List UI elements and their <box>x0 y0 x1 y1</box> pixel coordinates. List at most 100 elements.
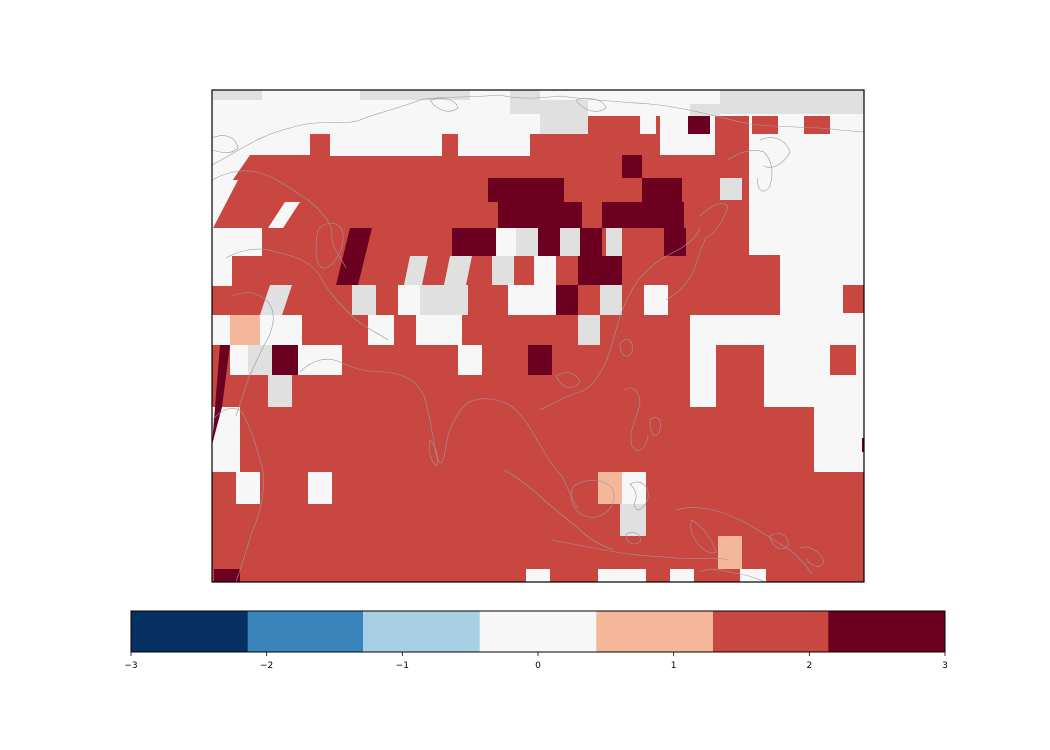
colorbar-bin-0 <box>131 611 249 652</box>
grid-cell <box>622 155 642 178</box>
grid-cell <box>212 155 232 180</box>
colorbar-bin-6 <box>828 611 946 652</box>
colorbar-bin-1 <box>247 611 364 652</box>
grid-cell <box>214 569 240 582</box>
grid-cell <box>212 90 262 100</box>
grid-cell <box>538 228 560 256</box>
grid-cell <box>602 202 684 228</box>
grid-cells <box>212 90 864 582</box>
grid-cell <box>598 569 646 582</box>
grid-cell <box>528 345 552 375</box>
colorbar-tick-label: 3 <box>942 661 948 671</box>
grid-cell <box>843 285 864 313</box>
grid-cell <box>780 155 864 285</box>
grid-cell <box>764 407 814 582</box>
grid-cell <box>212 228 262 256</box>
grid-cell <box>690 345 716 407</box>
grid-cell <box>230 315 260 345</box>
grid-cell <box>444 256 472 285</box>
grid-cell <box>580 228 602 256</box>
grid-cell <box>670 569 694 582</box>
grid-cell <box>764 345 830 407</box>
grid-cell <box>212 180 238 230</box>
grid-cell <box>488 178 564 202</box>
grid-cell <box>804 116 830 134</box>
grid-cell <box>336 228 372 285</box>
grid-cell <box>268 375 292 407</box>
grid-cell <box>236 472 260 504</box>
grid-cell <box>556 285 578 315</box>
colorbar: −3 −2 −1 0 1 2 3 <box>124 610 948 671</box>
grid-cell <box>620 504 646 536</box>
colorbar-tick-label: 0 <box>535 661 541 671</box>
colorbar-tick-label: −3 <box>124 661 137 671</box>
grid-cell <box>308 472 332 504</box>
grid-cell <box>578 315 600 345</box>
grid-cell <box>416 315 462 345</box>
grid-cell <box>360 90 470 100</box>
grid-cell <box>690 315 864 345</box>
grid-cell <box>600 285 622 315</box>
grid-cell <box>212 256 232 286</box>
grid-cell <box>740 569 766 582</box>
grid-cell <box>526 569 550 582</box>
grid-cell <box>720 178 742 200</box>
grid-cell <box>606 228 622 256</box>
grid-cell <box>498 202 582 228</box>
grid-cell <box>458 134 530 156</box>
grid-cell <box>458 345 482 375</box>
colorbar-bin-5 <box>713 611 829 652</box>
grid-cell <box>530 134 590 156</box>
grid-cell <box>540 100 588 134</box>
grid-cell <box>749 134 780 155</box>
coastlines <box>212 94 864 582</box>
grid-cell <box>718 536 742 569</box>
grid-cell <box>310 134 332 156</box>
grid-cell <box>862 438 864 452</box>
grid-cell <box>690 406 716 582</box>
grid-cell <box>452 228 496 256</box>
grid-cell <box>212 285 780 582</box>
grid-cell <box>272 345 298 375</box>
grid-cell <box>780 285 843 315</box>
colorbar-bin-3 <box>479 611 597 652</box>
grid-cell <box>715 116 749 156</box>
grid-cell <box>830 345 856 375</box>
grid-cell <box>690 255 780 315</box>
map-area <box>212 90 864 582</box>
colorbar-tick-label: −2 <box>260 661 273 671</box>
grid-cell <box>268 202 300 228</box>
grid-cell <box>856 345 864 407</box>
grid-cell <box>260 285 292 315</box>
colorbar-tick-label: 1 <box>671 661 677 671</box>
grid-cell <box>814 472 864 582</box>
grid-cell <box>642 178 682 202</box>
grid-cell <box>664 228 686 256</box>
grid-cell <box>212 345 230 445</box>
grid-cell <box>492 256 514 285</box>
grid-cell <box>352 285 376 315</box>
grid-cell <box>494 228 516 256</box>
grid-cell <box>560 228 580 256</box>
grid-cell <box>578 256 622 285</box>
grid-cell <box>516 228 538 256</box>
map-frame <box>211 89 865 583</box>
colorbar-bin-2 <box>362 611 481 652</box>
grid-cell <box>688 116 710 134</box>
colorbar-tick-label: −1 <box>396 661 409 671</box>
grid-cell <box>814 407 864 472</box>
grid-cell <box>690 104 720 116</box>
grid-cell <box>398 285 420 315</box>
grid-cell <box>440 134 460 156</box>
grid-cell <box>534 255 556 285</box>
colorbar-bin-4 <box>596 611 714 652</box>
colorbar-tick-label: 2 <box>806 661 812 671</box>
grid-cell <box>640 116 656 134</box>
grid-cell <box>644 285 668 315</box>
grid-cell <box>404 256 428 285</box>
grid-cell <box>752 116 778 134</box>
grid-cell <box>330 134 442 156</box>
grid-cell <box>720 90 864 114</box>
grid-cell <box>508 285 556 315</box>
